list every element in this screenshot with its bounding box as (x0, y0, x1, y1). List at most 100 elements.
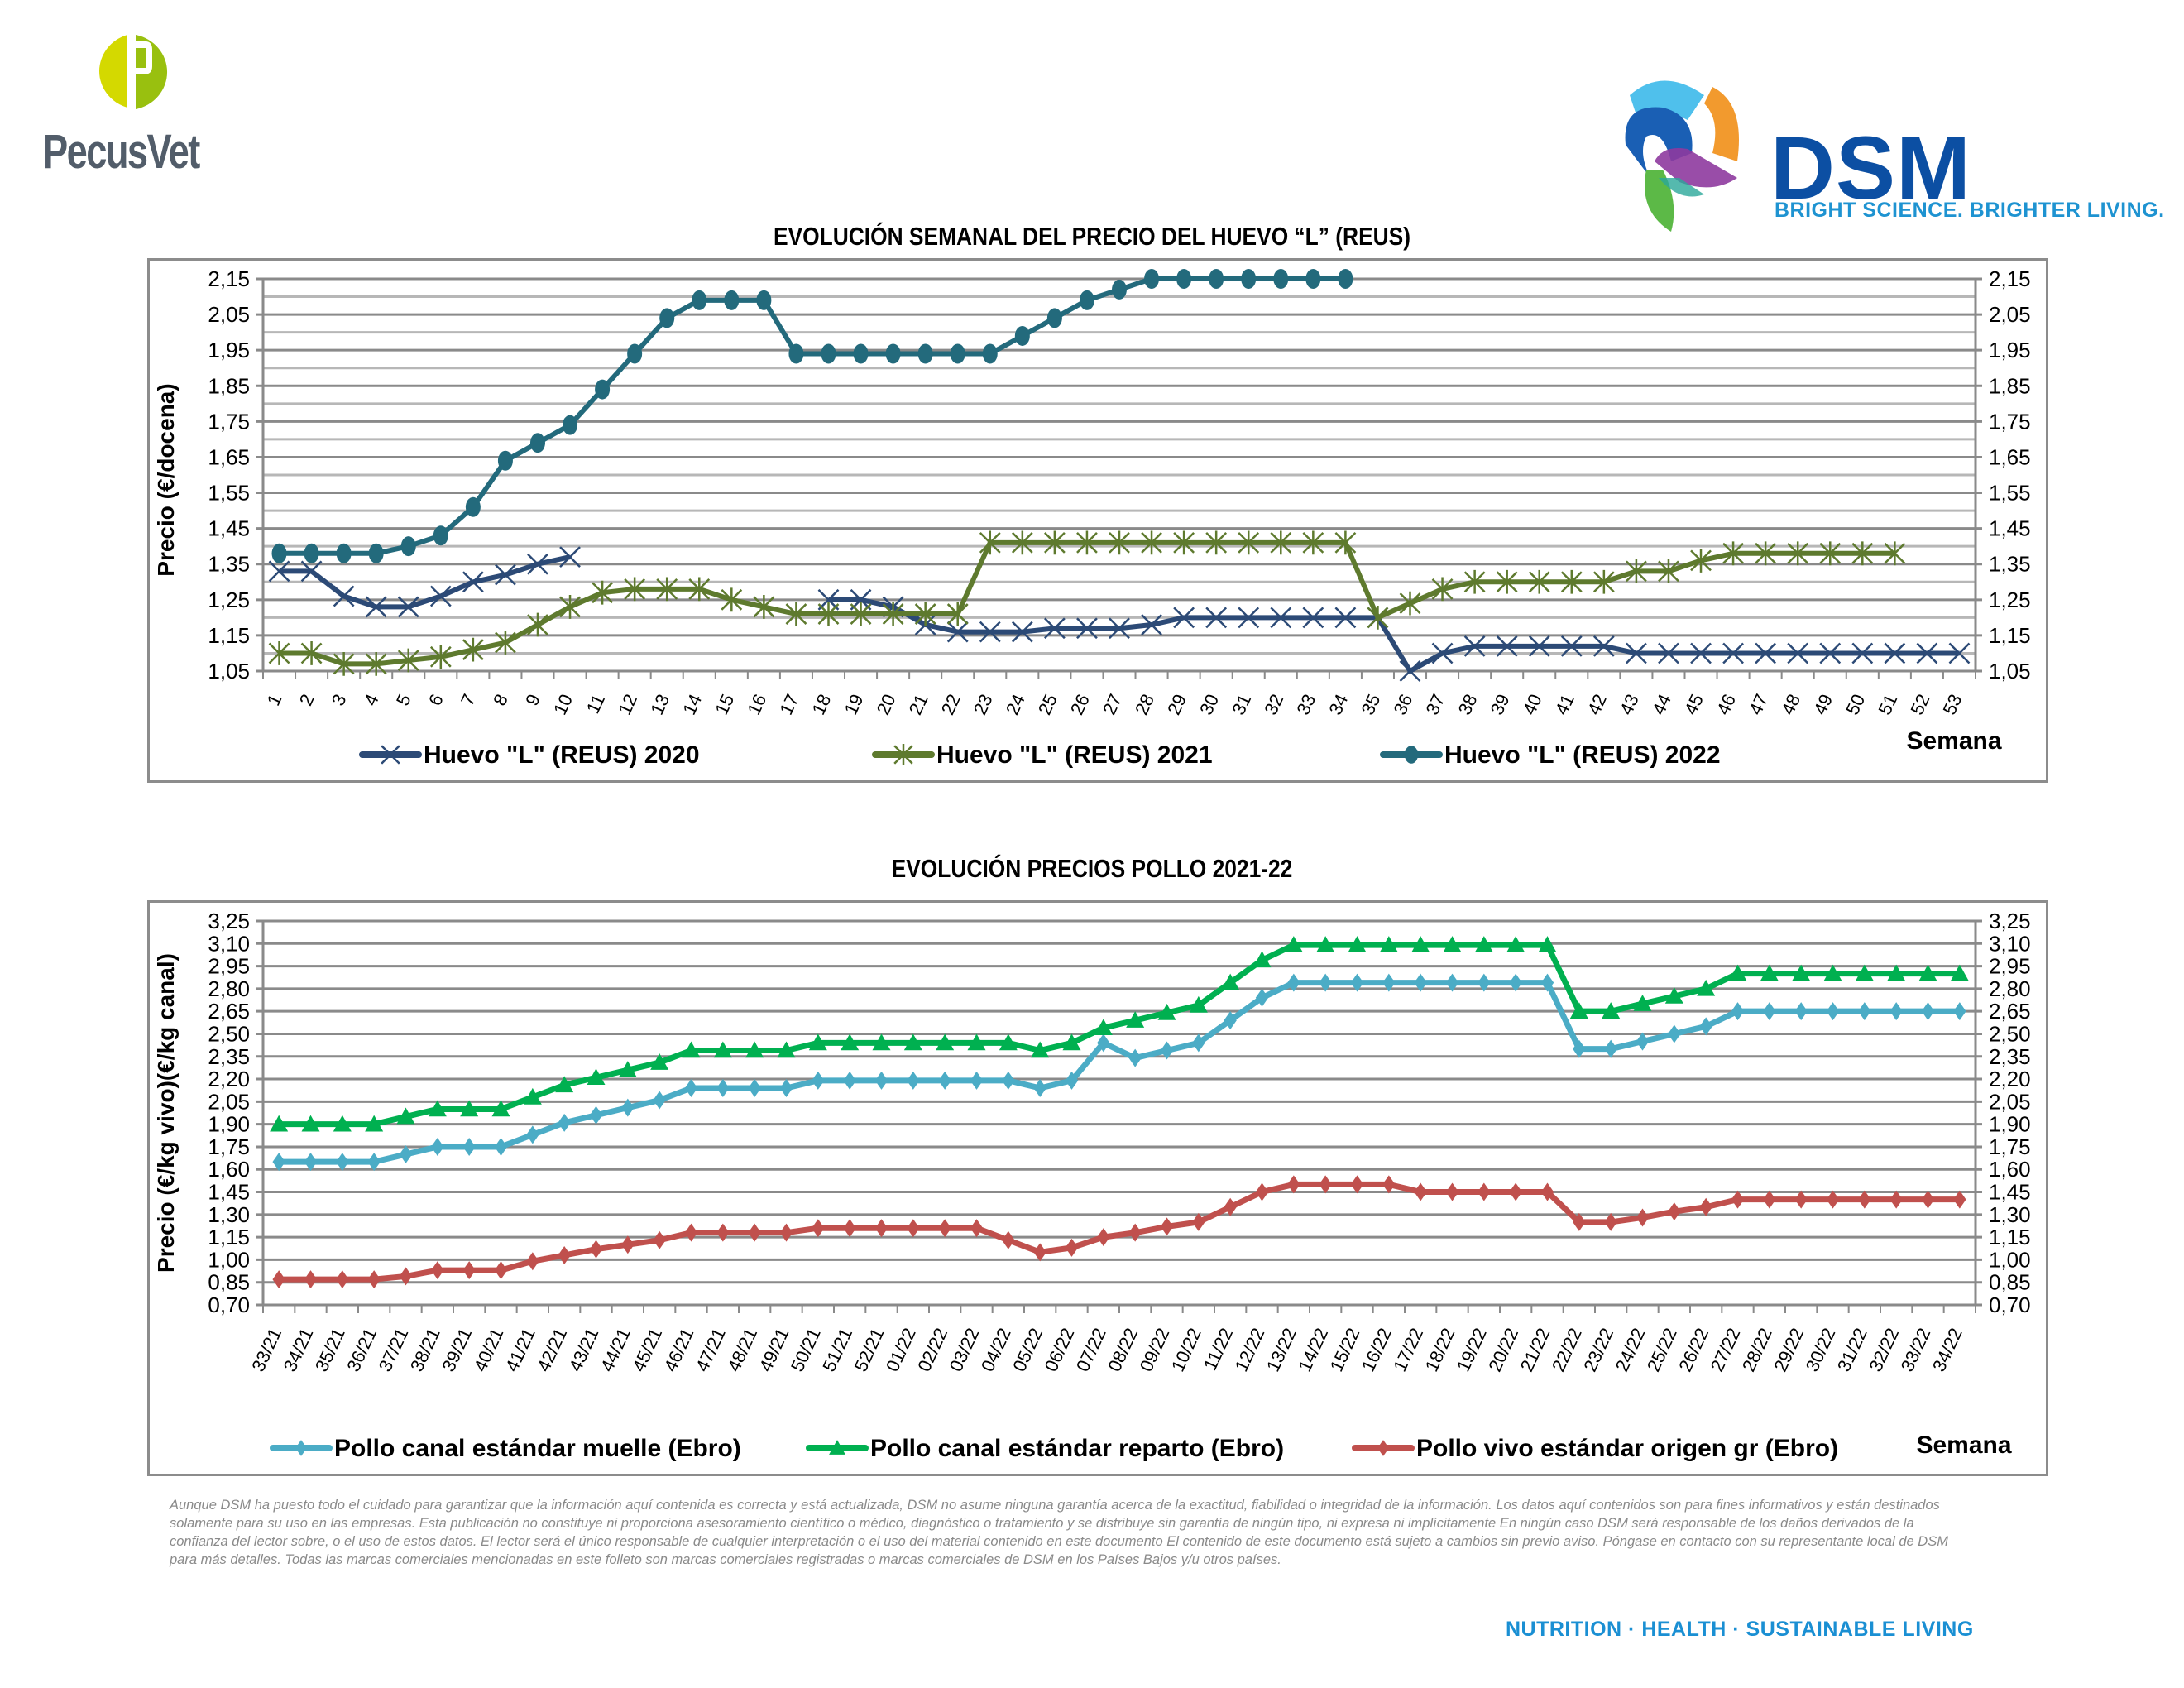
data-point (559, 595, 581, 619)
x-tick-label: 34/22 (1928, 1325, 1966, 1374)
data-point (1079, 290, 1094, 310)
data-point (716, 1223, 730, 1242)
x-tick-label: 36/21 (342, 1325, 381, 1374)
data-point (1573, 1212, 1586, 1231)
data-point (431, 1261, 444, 1280)
data-point (1731, 1190, 1745, 1209)
data-point (1755, 541, 1777, 566)
data-point (333, 651, 355, 676)
y-tick-label-right: 2,80 (1989, 976, 2031, 1001)
y-tick-label-left: 1,15 (208, 1225, 250, 1249)
data-point (495, 631, 516, 655)
data-point (465, 496, 481, 517)
y-tick-label-left: 1,45 (208, 516, 250, 541)
data-point (1255, 988, 1269, 1007)
x-tick-label: 08/22 (1104, 1325, 1142, 1374)
data-point (271, 543, 287, 563)
data-point (907, 1071, 920, 1090)
data-point (527, 612, 548, 637)
data-point (336, 1270, 349, 1289)
x-tick-label: 05/22 (1008, 1325, 1046, 1374)
x-tick-label: 22/22 (1548, 1325, 1586, 1374)
data-point (882, 602, 904, 626)
legend-label: Pollo vivo estándar origen gr (Ebro) (1416, 1435, 1838, 1462)
data-point (1431, 577, 1454, 602)
y-axis-title: Precio (€/docena) (153, 383, 179, 576)
data-point (495, 563, 516, 586)
x-tick-label: 44/21 (596, 1325, 635, 1374)
data-point (1918, 964, 1937, 981)
data-point (1668, 1202, 1681, 1221)
data-point (1284, 936, 1303, 952)
data-point (1916, 642, 1938, 664)
data-point (399, 1267, 413, 1286)
data-point (1273, 269, 1289, 289)
data-point (999, 1033, 1018, 1051)
series-line (279, 276, 1346, 556)
x-tick-label: 48/21 (723, 1325, 761, 1374)
y-tick-label-left: 1,00 (208, 1247, 250, 1272)
data-point (272, 1270, 285, 1289)
x-tick-label: 32/22 (1865, 1325, 1903, 1374)
data-point (336, 1153, 349, 1172)
data-point (624, 577, 646, 602)
data-point (618, 1061, 637, 1077)
data-point (1192, 1033, 1205, 1053)
data-point (1399, 591, 1421, 616)
data-point (304, 1153, 318, 1172)
data-point (1948, 642, 1971, 664)
y-tick-label-left: 2,80 (208, 976, 250, 1001)
data-point (1826, 1190, 1840, 1209)
x-tick-label: 51/21 (818, 1325, 856, 1374)
data-point (1445, 973, 1459, 992)
data-point (1540, 973, 1554, 992)
y-tick-label-left: 1,75 (208, 1134, 250, 1159)
data-point (1884, 541, 1906, 566)
data-point (893, 744, 913, 765)
x-tick-label: 24/22 (1612, 1325, 1650, 1374)
data-point (872, 1033, 891, 1051)
data-point (653, 1091, 666, 1110)
data-point (1636, 1208, 1650, 1227)
data-point (1792, 964, 1811, 981)
data-point (1722, 642, 1744, 664)
y-tick-label-left: 2,15 (208, 266, 250, 291)
data-point (1560, 569, 1583, 594)
data-point (885, 343, 901, 364)
data-point (381, 745, 400, 765)
data-point (559, 546, 581, 568)
y-tick-label-left: 2,05 (208, 1089, 250, 1114)
y-tick-label-right: 2,65 (1989, 999, 2031, 1024)
y-tick-label-right: 1,30 (1989, 1202, 2031, 1227)
data-point (946, 621, 969, 643)
x-tick-label: 52/21 (850, 1325, 888, 1374)
data-point (558, 1245, 571, 1264)
y-tick-label-left: 0,70 (208, 1292, 250, 1317)
data-point (1157, 1003, 1176, 1020)
data-point (1787, 642, 1809, 664)
data-point (563, 415, 578, 435)
y-tick-label-left: 1,30 (208, 1202, 250, 1227)
data-point (850, 602, 872, 626)
pecusvet-logo-icon (98, 35, 168, 109)
data-point (1350, 973, 1364, 992)
data-point (688, 577, 711, 602)
data-point (558, 1113, 571, 1132)
data-point (1626, 642, 1647, 664)
data-point (491, 1100, 510, 1117)
x-tick-label: 27/22 (1707, 1325, 1745, 1374)
y-tick-label-right: 2,20 (1989, 1067, 2031, 1091)
x-tick-label: 34/21 (280, 1325, 318, 1374)
data-point (1076, 617, 1098, 640)
data-point (1377, 1440, 1389, 1456)
y-tick-label-right: 1,75 (1989, 409, 2031, 434)
data-point (1302, 607, 1324, 629)
data-point (1338, 269, 1353, 289)
x-tick-label: 30/22 (1802, 1325, 1840, 1374)
data-point (1044, 617, 1066, 640)
x-tick-label: 04/22 (977, 1325, 1015, 1374)
y-tick-label-left: 1,65 (208, 444, 250, 469)
data-point (656, 577, 678, 602)
data-point (1141, 530, 1162, 555)
